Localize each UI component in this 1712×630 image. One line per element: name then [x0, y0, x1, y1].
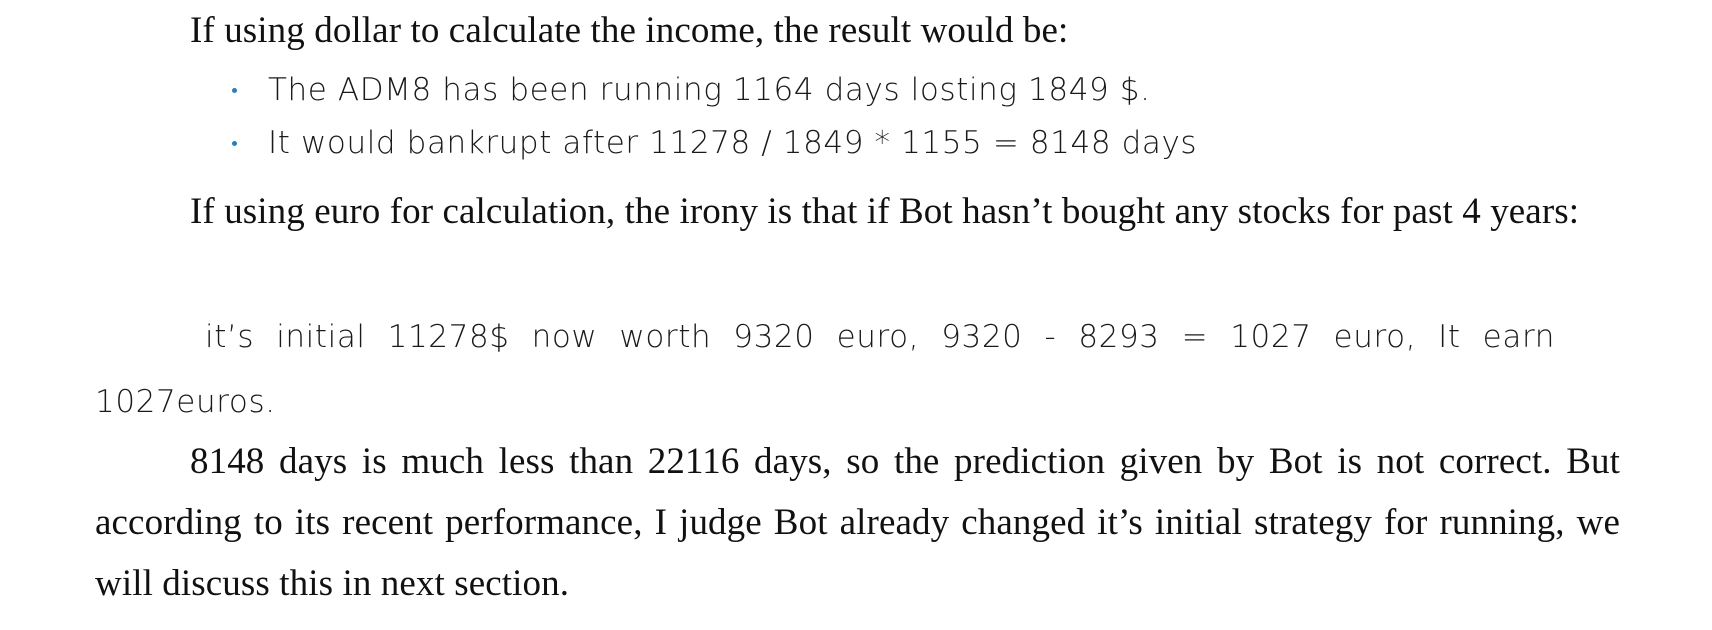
paragraph-dollar-intro: If using dollar to calculate the income,… — [190, 10, 1069, 51]
list-item-text: It would bankrupt after 11278 / 1849 * 1… — [268, 125, 1198, 161]
paragraph-euro-detail: it’s initial 11278$ now worth 9320 euro,… — [95, 319, 1555, 420]
paragraph-euro-intro: If using euro for calculation, the irony… — [190, 191, 1580, 232]
list-item-text: The ADM8 has been running 1164 days lost… — [268, 72, 1151, 108]
paragraph-conclusion: 8148 days is much less than 22116 days, … — [95, 441, 1620, 604]
bullet-icon — [232, 88, 237, 93]
bullet-icon — [232, 141, 237, 146]
